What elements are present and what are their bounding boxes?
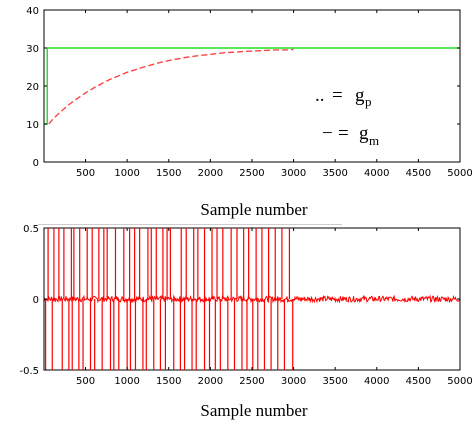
y-tick-label: 0 — [33, 295, 39, 306]
legend-entry-2-eq: = — [338, 123, 349, 144]
x-tick-label: 1500 — [156, 376, 181, 387]
separator-line — [38, 224, 342, 225]
legend-entry-2-subscript: m — [369, 133, 379, 148]
legend-entry-1-subscript: p — [365, 94, 372, 109]
y-tick-label: 0.5 — [23, 224, 39, 235]
legend-entry-2-marker: − — [322, 123, 333, 144]
legend-entry-1-eq: = — [332, 85, 343, 106]
y-tick-label: 10 — [26, 120, 39, 131]
x-tick-label: 2000 — [198, 376, 223, 387]
x-tick-label: 4000 — [364, 376, 389, 387]
x-tick-label: 1000 — [114, 168, 139, 179]
x-tick-label: 2500 — [239, 168, 264, 179]
top-plot-area — [43, 9, 461, 163]
bottom-chart: 500 1000 1500 2000 2500 3000 3500 4000 4500 5000 -… — [19, 224, 472, 420]
top-x-axis-label: Sample number — [200, 200, 308, 219]
x-tick-label: 4500 — [406, 168, 431, 179]
x-tick-label: 500 — [76, 168, 95, 179]
x-tick-label: 5000 — [447, 376, 472, 387]
x-tick-label: 3000 — [281, 376, 306, 387]
y-tick-label: 30 — [26, 44, 39, 55]
x-tick-label: 3500 — [322, 168, 347, 179]
legend-entry-1-symbol: g — [355, 85, 365, 106]
x-tick-label: 5000 — [447, 168, 472, 179]
x-tick-label: 500 — [76, 376, 95, 387]
x-tick-label: 4500 — [406, 376, 431, 387]
x-tick-label: 1000 — [114, 376, 139, 387]
x-tick-label: 3000 — [281, 168, 306, 179]
x-tick-label: 1500 — [156, 168, 181, 179]
x-tick-label: 2000 — [198, 168, 223, 179]
legend-entry-2-symbol: g — [359, 123, 369, 144]
y-tick-label: 0 — [33, 158, 39, 169]
top-chart: 500 1000 1500 2000 2500 3000 3500 4000 4500 5000 0… — [26, 6, 472, 219]
gp-estimate-line — [48, 48, 294, 125]
x-tick-label: 2500 — [239, 376, 264, 387]
y-tick-label: 20 — [26, 82, 39, 93]
bottom-x-axis-label: Sample number — [200, 401, 308, 420]
x-tick-label: 4000 — [364, 168, 389, 179]
y-tick-label: -0.5 — [19, 366, 39, 377]
legend: .. = g p − = g m — [315, 85, 379, 148]
x-tick-label: 3500 — [322, 376, 347, 387]
legend-entry-1-marker: .. — [315, 85, 325, 106]
y-tick-label: 40 — [26, 6, 39, 17]
